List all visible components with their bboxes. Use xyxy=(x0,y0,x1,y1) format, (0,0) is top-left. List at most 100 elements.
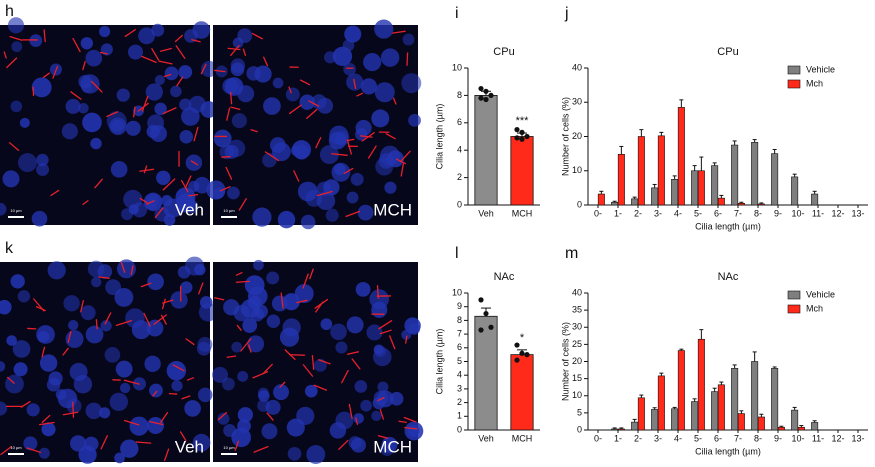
data-point xyxy=(483,310,489,317)
cilium xyxy=(163,448,170,462)
nucleus xyxy=(319,145,339,165)
cilium xyxy=(82,60,86,71)
micrograph xyxy=(0,256,218,464)
cilium xyxy=(67,330,72,343)
y-tick-label: 0 xyxy=(577,199,582,209)
nucleus xyxy=(300,214,316,230)
cilium xyxy=(163,73,172,78)
nucleus xyxy=(180,281,193,294)
cilium xyxy=(379,329,392,335)
cilium xyxy=(9,36,23,41)
nucleus xyxy=(81,82,92,93)
nucleus xyxy=(231,113,247,129)
nucleus xyxy=(23,436,38,451)
y-tick-label: 15 xyxy=(572,373,582,383)
scale-bar-label: 10 µm xyxy=(10,445,22,450)
cilium xyxy=(378,319,393,330)
cilium xyxy=(123,379,140,385)
panel-letter: j xyxy=(564,5,569,22)
bar xyxy=(474,315,498,431)
nucleus xyxy=(320,318,333,331)
chart-title: NAc xyxy=(718,271,739,283)
data-point xyxy=(483,88,489,94)
nucleus xyxy=(371,301,388,318)
cilium xyxy=(3,51,7,59)
cilium xyxy=(346,138,355,142)
cilium xyxy=(80,299,84,313)
panel-letter: h xyxy=(5,3,14,20)
nucleus xyxy=(85,402,103,420)
nucleus xyxy=(333,163,346,176)
nucleus xyxy=(401,73,422,94)
x-tick-label: 12- xyxy=(831,433,844,443)
y-tick-label: 4 xyxy=(457,370,462,380)
cilium xyxy=(240,338,252,352)
cilium xyxy=(348,403,353,419)
bar xyxy=(597,193,605,206)
cilium xyxy=(62,411,79,416)
cilium xyxy=(139,168,155,172)
nucleus xyxy=(100,320,112,332)
cilium xyxy=(353,78,357,89)
cilium xyxy=(191,39,201,43)
cilium xyxy=(389,335,396,350)
x-tick-label: 5- xyxy=(694,433,702,443)
cilium xyxy=(248,344,252,353)
cilium xyxy=(289,104,302,115)
bar xyxy=(510,136,534,206)
scale-bar-label: 10 µm xyxy=(223,208,235,213)
cilium xyxy=(179,431,187,442)
cilium xyxy=(392,97,397,105)
nucleus xyxy=(145,83,163,101)
nucleus xyxy=(184,400,201,417)
nucleus xyxy=(121,208,134,221)
bar xyxy=(751,361,759,431)
cilium xyxy=(99,51,108,55)
nucleus xyxy=(17,290,31,303)
nucleus xyxy=(114,452,125,464)
nucleus xyxy=(219,144,234,160)
nucleus xyxy=(179,129,194,144)
cilium xyxy=(160,314,167,325)
nucleus xyxy=(258,390,270,402)
cilium xyxy=(115,319,132,327)
cilium xyxy=(141,55,157,63)
nucleus xyxy=(217,412,230,425)
cilium xyxy=(98,276,110,279)
cilium xyxy=(314,298,329,309)
nucleus xyxy=(266,314,281,329)
cilium xyxy=(176,76,184,87)
cilium xyxy=(398,420,407,424)
nucleus xyxy=(402,33,415,46)
nucleus xyxy=(266,271,280,285)
cilium xyxy=(174,34,183,43)
y-tick-label: 0 xyxy=(457,199,462,209)
y-tick-label: 1 xyxy=(457,411,462,421)
bar xyxy=(657,135,665,206)
y-tick-label: 5 xyxy=(457,356,462,366)
cilium xyxy=(140,282,152,288)
data-point xyxy=(478,297,484,303)
image-label: MCH xyxy=(373,437,412,456)
nucleus xyxy=(227,186,240,200)
panel-letter: l xyxy=(455,245,459,262)
cilium xyxy=(225,166,233,180)
nucleus xyxy=(213,129,232,148)
nucleus xyxy=(146,319,164,337)
nucleus xyxy=(408,113,421,127)
nucleus xyxy=(57,388,78,409)
legend-label: Mch xyxy=(806,78,823,88)
panel-letter: m xyxy=(565,245,578,262)
x-tick-label: 13- xyxy=(851,433,864,443)
nucleus xyxy=(407,425,420,437)
nucleus xyxy=(80,305,96,321)
nucleus xyxy=(343,62,356,76)
nucleus xyxy=(116,259,136,279)
nucleus xyxy=(282,293,300,311)
scale-bar-label: 10 µm xyxy=(10,208,22,213)
nucleus xyxy=(237,371,249,382)
nucleus xyxy=(163,214,176,226)
nucleus xyxy=(69,435,87,452)
data-point xyxy=(483,96,489,103)
legend-label: Vehicle xyxy=(806,289,835,299)
